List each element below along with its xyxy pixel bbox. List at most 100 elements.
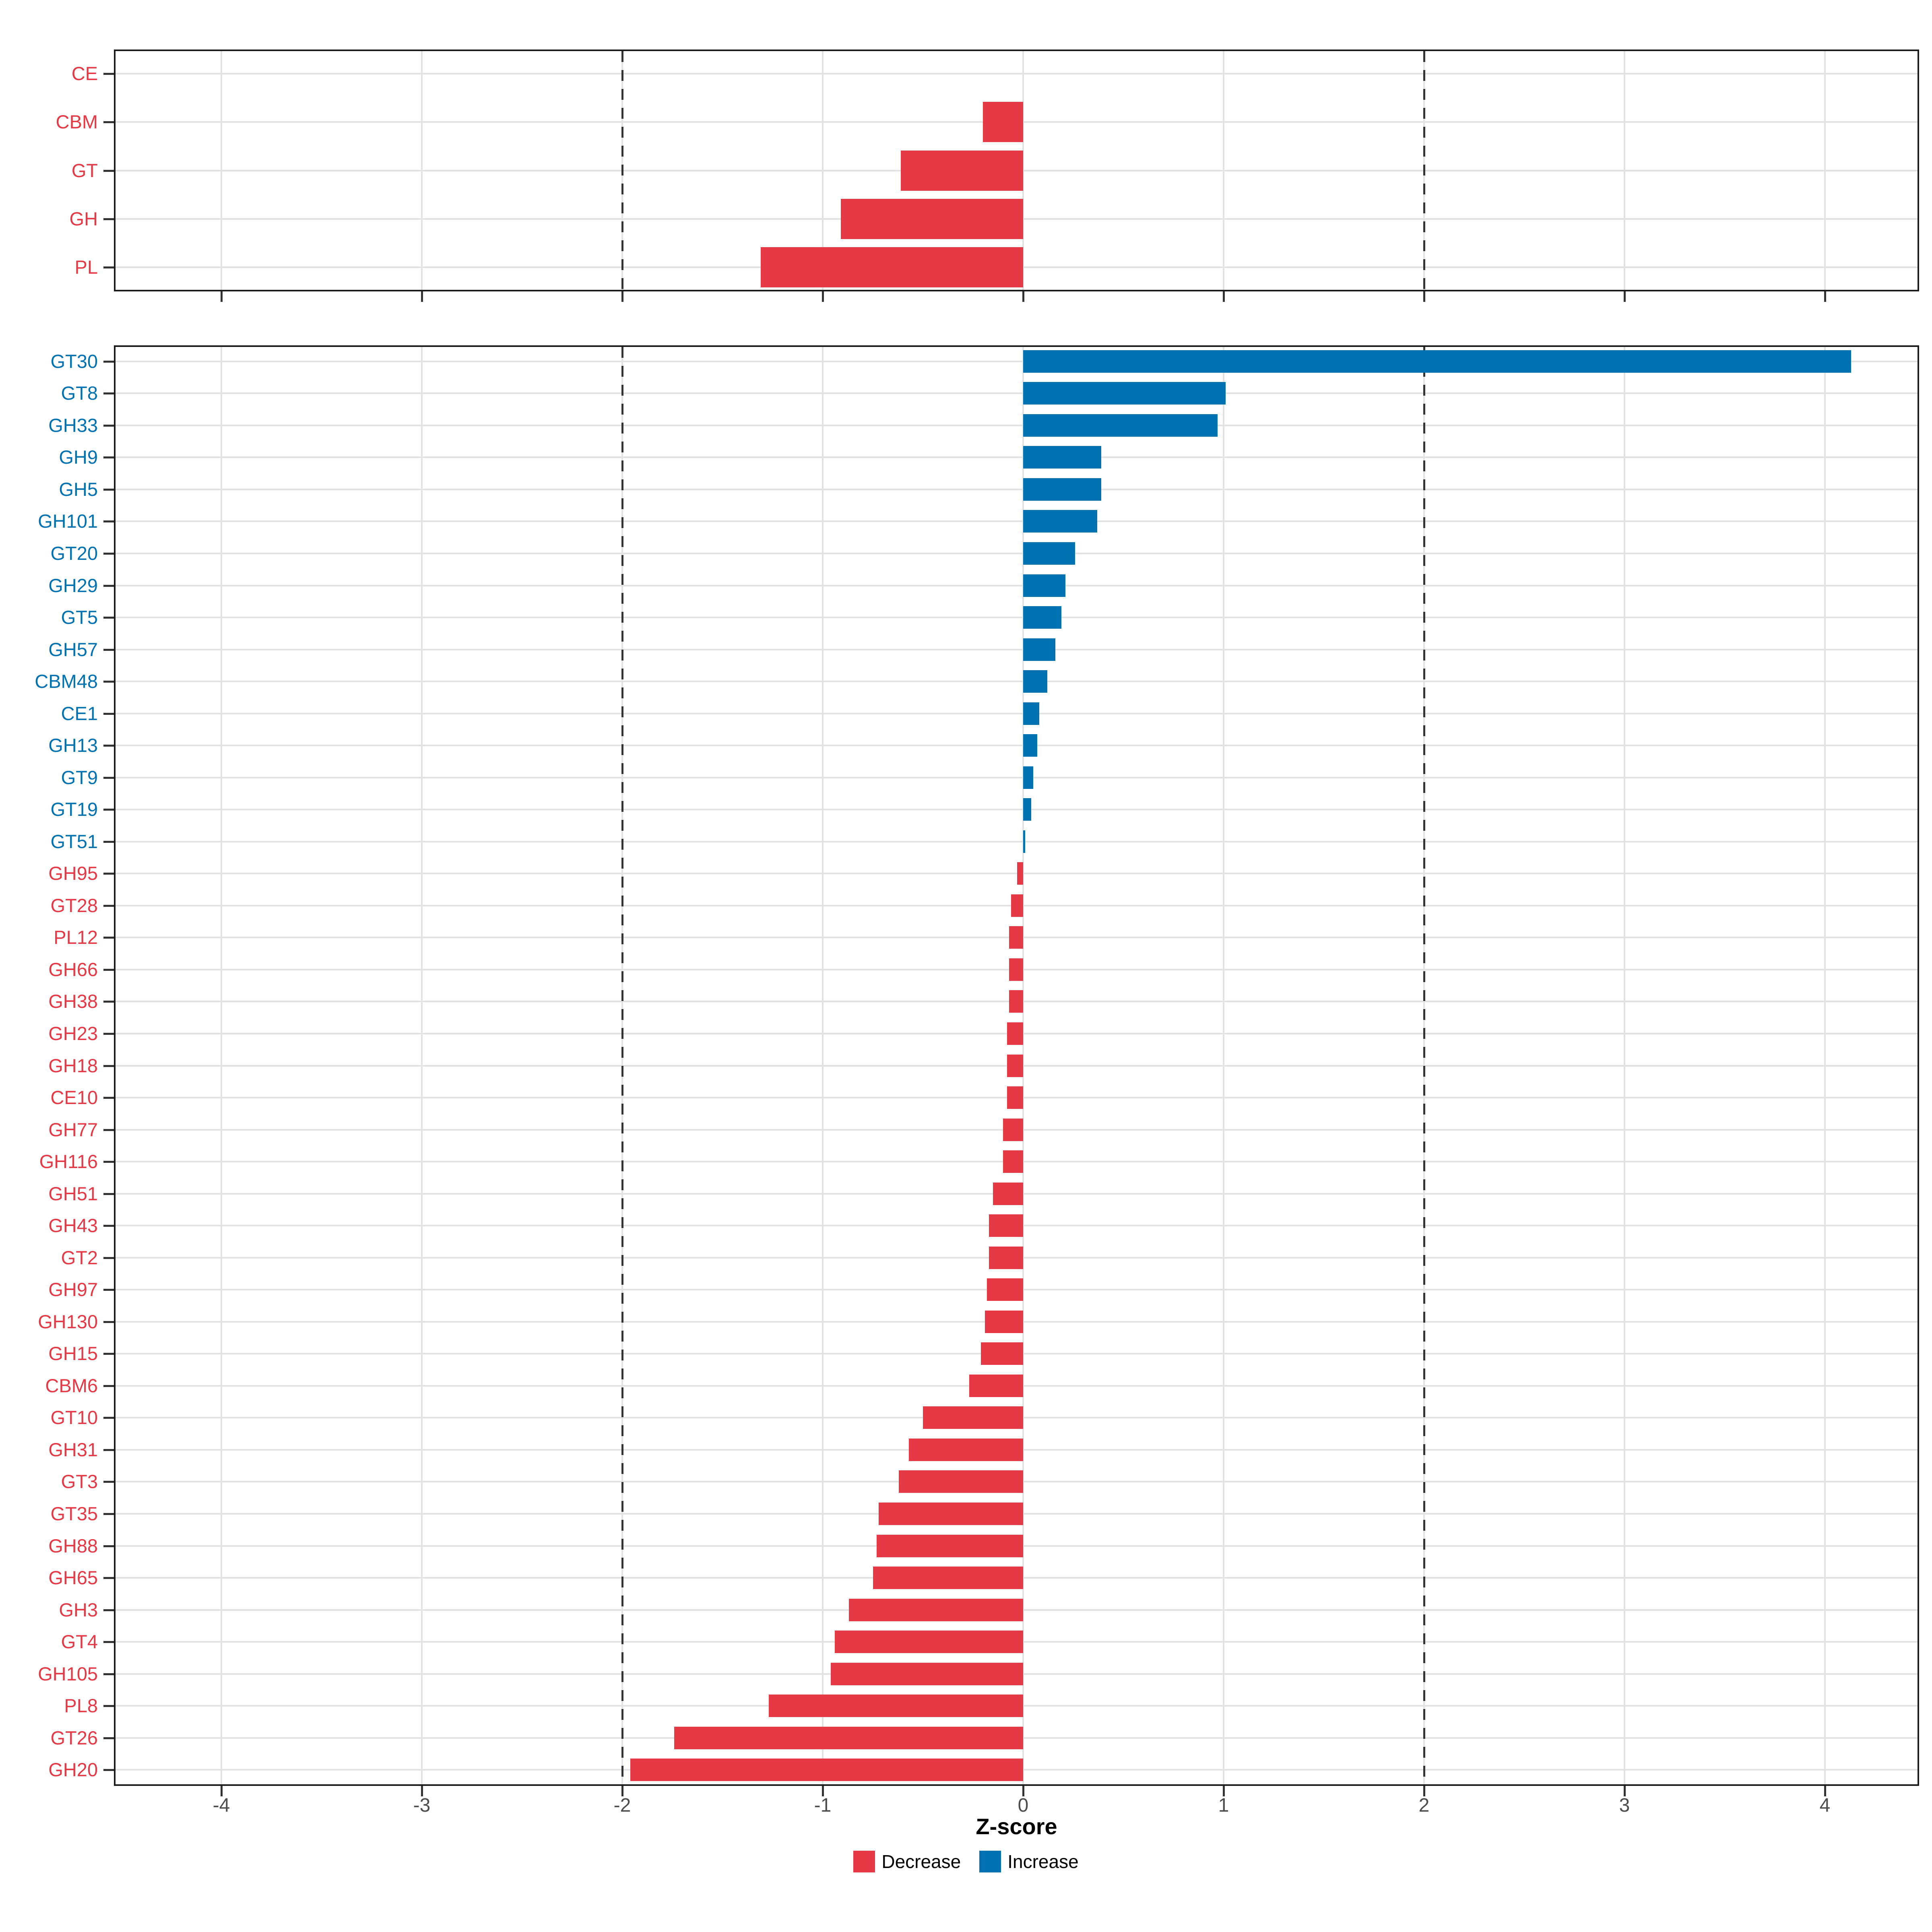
category-label-GT8: GT8 [61,382,98,404]
gridline-horizontal [116,73,1918,75]
category-label-PL8: PL8 [64,1695,98,1717]
bar-GT30 [1023,350,1851,373]
axis-tick-y [103,1641,114,1643]
gridline-vertical [1223,347,1224,1784]
category-label-PL12: PL12 [54,927,98,948]
axis-tick-y [103,218,114,220]
axis-tick-x [1022,1786,1024,1796]
category-label-GH57: GH57 [48,638,98,660]
gridline-horizontal [116,681,1918,683]
bar-GT8 [1023,382,1226,405]
category-label-CBM6: CBM6 [45,1375,98,1396]
axis-tick-y [103,169,114,172]
legend-label-decrease: Decrease [881,1851,961,1872]
bar-GT5 [1023,606,1061,629]
gridline-vertical [221,347,222,1784]
axis-tick-y [103,1449,114,1451]
category-label-GH65: GH65 [48,1567,98,1589]
axis-tick-x [1022,291,1024,302]
bar-PL8 [768,1695,1023,1717]
gridline-vertical [1824,347,1826,1784]
gridline-horizontal [116,617,1918,619]
category-label-GH18: GH18 [48,1055,98,1076]
bar-GH23 [1007,1022,1023,1045]
category-label-GT4: GT4 [61,1631,98,1653]
x-tick-label--2: -2 [613,1795,631,1816]
axis-tick-x [220,291,223,302]
gridline-vertical [822,347,824,1784]
category-label-GT30: GT30 [50,350,98,372]
gridline-vertical [1022,347,1024,1784]
x-tick-label-2: 2 [1418,1795,1430,1816]
gridline-horizontal [116,809,1918,811]
axis-tick-y [103,1769,114,1771]
category-label-GH105: GH105 [38,1663,98,1684]
bar-GT4 [834,1631,1023,1653]
bar-GH13 [1023,734,1037,757]
bar-GH20 [630,1759,1023,1781]
category-label-GH77: GH77 [48,1119,98,1140]
x-tick-label-4: 4 [1819,1795,1831,1816]
axis-tick-y [103,712,114,715]
axis-tick-y [103,776,114,779]
axis-tick-y [103,617,114,619]
gridline-horizontal [116,552,1918,554]
bar-GT35 [879,1502,1023,1525]
axis-tick-y [103,1577,114,1579]
bar-GT19 [1023,798,1031,821]
axis-tick-y [103,1705,114,1707]
category-label-GH3: GH3 [59,1599,98,1620]
x-tick-label--4: -4 [213,1795,230,1816]
x-tick-label--1: -1 [814,1795,832,1816]
bar-GH77 [1003,1118,1023,1141]
axis-tick-y [103,392,114,395]
gridline-vertical [421,51,423,290]
bar-GH105 [830,1662,1023,1685]
category-label-GT9: GT9 [61,766,98,788]
legend-item-increase: Increase [979,1851,1079,1872]
panel-family-level [114,345,1919,1786]
category-label-GT28: GT28 [50,894,98,916]
bar-GT9 [1023,766,1033,789]
axis-tick-x [421,1786,423,1796]
category-label-CE: CE [71,63,98,85]
axis-tick-x [421,291,423,302]
bar-GT26 [674,1726,1023,1749]
gridline-horizontal [116,648,1918,650]
axis-tick-x [1623,1786,1626,1796]
gridline-horizontal [116,584,1918,586]
bar-PL12 [1009,926,1023,949]
axis-tick-y [103,1193,114,1195]
gridline-horizontal [116,520,1918,522]
axis-tick-y [103,745,114,747]
category-label-CE1: CE1 [61,702,98,724]
category-label-GH43: GH43 [48,1215,98,1236]
axis-tick-y [103,1321,114,1323]
category-label-GT26: GT26 [50,1727,98,1748]
axis-tick-y [103,1481,114,1483]
gridline-vertical [1624,51,1625,290]
axis-tick-y [103,520,114,523]
category-label-CBM: CBM [56,111,98,133]
bar-CE1 [1023,702,1039,725]
axis-tick-y [103,1032,114,1035]
axis-tick-y [103,1673,114,1675]
category-label-GH88: GH88 [48,1535,98,1556]
gridline-horizontal [116,712,1918,714]
category-label-GH116: GH116 [39,1151,98,1172]
bar-GT2 [989,1246,1023,1269]
axis-tick-y [103,121,114,124]
category-label-CBM48: CBM48 [35,671,98,692]
bar-GH57 [1023,638,1055,661]
category-label-GH15: GH15 [48,1343,98,1364]
axis-tick-x [822,291,824,302]
axis-tick-x [220,1786,223,1796]
axis-tick-y [103,552,114,555]
bar-CBM6 [969,1374,1023,1397]
category-label-GT20: GT20 [50,542,98,564]
gridline-vertical [1022,51,1024,290]
bar-GT51 [1023,830,1025,853]
gridline-horizontal [116,392,1918,394]
bar-GH116 [1003,1150,1023,1173]
